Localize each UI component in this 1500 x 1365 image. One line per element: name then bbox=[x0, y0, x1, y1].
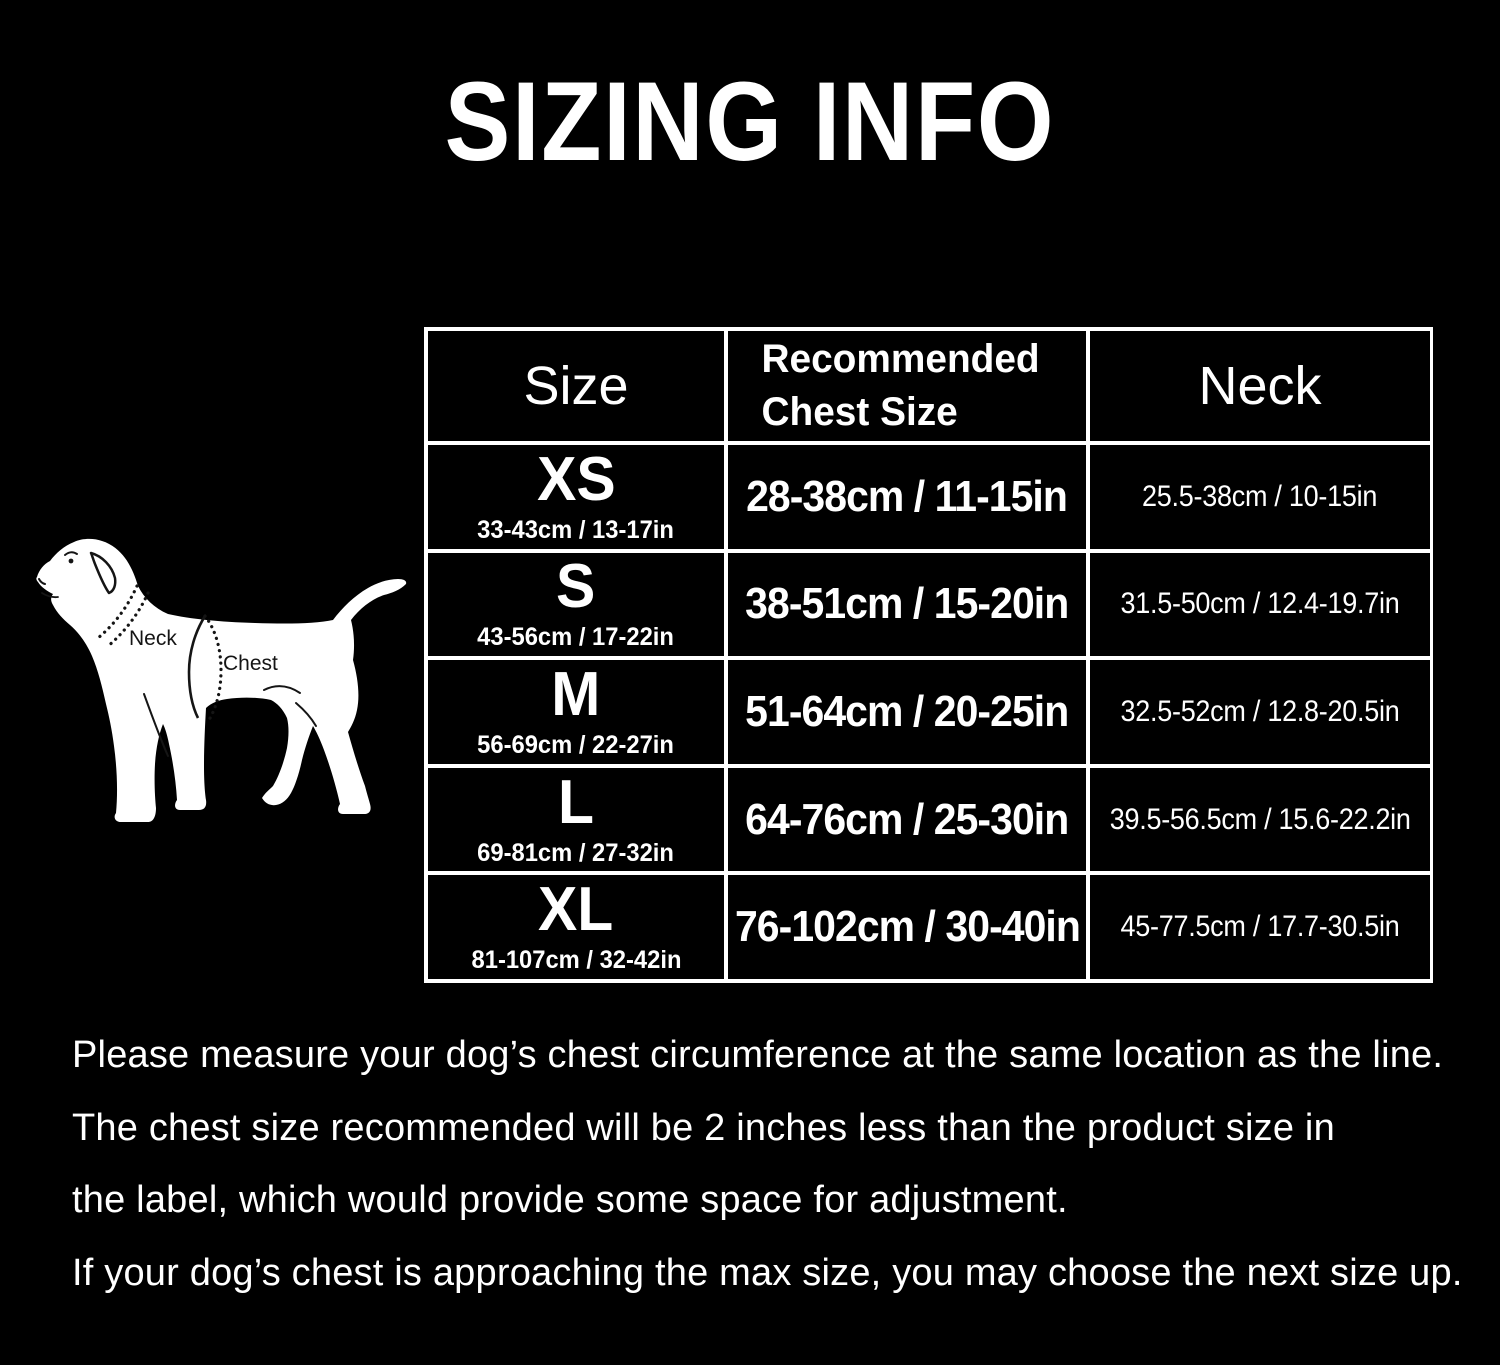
header-neck: Neck bbox=[1090, 331, 1430, 441]
row-s-chest: 38-51cm / 15-20in bbox=[728, 552, 1086, 657]
size-value: M bbox=[551, 660, 601, 729]
row-xl-size: XL 81-107cm / 32-42in bbox=[428, 875, 724, 979]
size-value: XL bbox=[538, 875, 614, 945]
row-m-neck: 32.5-52cm / 12.8-20.5in bbox=[1090, 660, 1430, 764]
header-neck-label: Neck bbox=[1198, 356, 1322, 416]
chest-label: Chest bbox=[223, 652, 278, 675]
dog-ear bbox=[89, 551, 117, 595]
row-xs-size: XS 33-43cm / 13-17in bbox=[428, 445, 724, 549]
row-s-size: S 43-56cm / 17-22in bbox=[428, 552, 724, 657]
row-s-neck: 31.5-50cm / 12.4-19.7in bbox=[1090, 552, 1430, 657]
note-line-2: The chest size recommended will be 2 inc… bbox=[72, 1106, 1335, 1149]
dog-silhouette bbox=[36, 538, 407, 822]
neck-dotted-line-inner bbox=[105, 591, 150, 649]
dog-foreleg-line bbox=[143, 693, 169, 757]
size-value: XS bbox=[536, 445, 616, 514]
header-chest: Recommended Chest Size bbox=[728, 331, 1086, 441]
chest-value: 38-51cm / 15-20in bbox=[745, 579, 1069, 629]
dog-eye bbox=[68, 558, 74, 564]
row-l-chest: 64-76cm / 25-30in bbox=[728, 767, 1086, 872]
note-line-3: the label, which would provide some spac… bbox=[72, 1179, 1068, 1221]
row-m-size: M 56-69cm / 22-27in bbox=[428, 660, 724, 764]
neck-value: 45-77.5cm / 17.7-30.5in bbox=[1120, 910, 1400, 944]
chest-line-solid bbox=[187, 615, 207, 719]
dog-measurement-diagram: Neck Chest bbox=[20, 520, 440, 940]
header-size-label: Size bbox=[523, 356, 629, 416]
note-line-4: If your dog’s chest is approaching the m… bbox=[72, 1251, 1463, 1294]
row-l-size: L 69-81cm / 27-32in bbox=[428, 767, 724, 872]
neck-value: 25.5-38cm / 10-15in bbox=[1142, 479, 1378, 513]
neck-value: 39.5-56.5cm / 15.6-22.2in bbox=[1109, 802, 1411, 836]
dog-stifle-fold bbox=[263, 685, 301, 694]
size-range: 33-43cm / 13-17in bbox=[477, 515, 675, 544]
size-range: 56-69cm / 22-27in bbox=[477, 730, 675, 759]
neck-value: 31.5-50cm / 12.4-19.7in bbox=[1120, 587, 1400, 621]
size-range: 69-81cm / 27-32in bbox=[477, 838, 675, 867]
dog-diagram-svg: Neck Chest bbox=[36, 538, 407, 822]
dog-hip-fold bbox=[295, 702, 317, 727]
size-range: 43-56cm / 17-22in bbox=[477, 623, 675, 652]
header-size: Size bbox=[428, 331, 724, 441]
dog-mouth-line bbox=[41, 592, 59, 599]
neck-label: Neck bbox=[129, 627, 177, 650]
chest-value: 51-64cm / 20-25in bbox=[745, 686, 1069, 736]
neck-value: 32.5-52cm / 12.8-20.5in bbox=[1120, 694, 1400, 728]
neck-dotted-line-outer bbox=[96, 584, 139, 640]
row-xl-neck: 45-77.5cm / 17.7-30.5in bbox=[1090, 875, 1430, 979]
page-title: SIZING INFO bbox=[0, 66, 1500, 178]
row-xs-neck: 25.5-38cm / 10-15in bbox=[1090, 445, 1430, 549]
dog-eyebrow bbox=[64, 551, 78, 556]
measurement-notes: Please measure your dog’s chest circumfe… bbox=[72, 1036, 1472, 1326]
size-table: Size Recommended Chest Size Neck XS 33-4… bbox=[424, 327, 1433, 983]
dog-nostril bbox=[38, 578, 46, 585]
page-title-text: SIZING INFO bbox=[444, 59, 1056, 184]
row-l-neck: 39.5-56.5cm / 15.6-22.2in bbox=[1090, 767, 1430, 872]
chest-value: 28-38cm / 11-15in bbox=[746, 471, 1069, 521]
row-m-chest: 51-64cm / 20-25in bbox=[728, 660, 1086, 764]
size-value: L bbox=[558, 767, 594, 837]
chest-value: 64-76cm / 25-30in bbox=[745, 794, 1069, 844]
row-xl-chest: 76-102cm / 30-40in bbox=[728, 875, 1086, 979]
size-range: 81-107cm / 32-42in bbox=[471, 946, 681, 975]
chest-dotted-line bbox=[203, 614, 223, 722]
size-value: S bbox=[556, 552, 596, 622]
row-xs-chest: 28-38cm / 11-15in bbox=[728, 445, 1086, 549]
chest-value: 76-102cm / 30-40in bbox=[734, 902, 1081, 952]
header-chest-label: Recommended Chest Size bbox=[761, 337, 1040, 434]
note-line-1: Please measure your dog’s chest circumfe… bbox=[72, 1034, 1444, 1076]
